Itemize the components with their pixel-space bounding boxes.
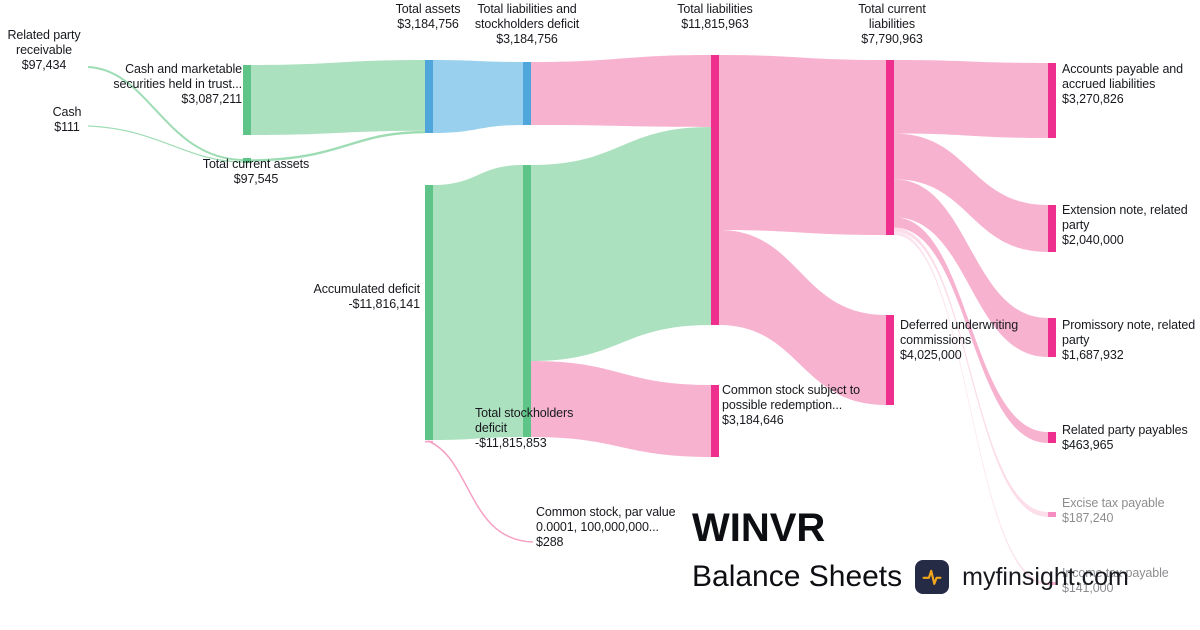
flow-tcl-to-extension-note	[894, 133, 1048, 252]
label-related-party-receivable: Related party receivable $97,434	[7, 28, 81, 72]
label-accumulated-deficit: Accumulated deficit -$11,816,141	[313, 282, 421, 311]
label-trust-securities: Cash and marketable securities held in t…	[113, 62, 242, 106]
flow-trust-to-total-assets	[251, 60, 425, 135]
brand-row: Balance Sheets myfinsight.com	[692, 556, 1129, 598]
flow-accumulated-deficit-to-stockholders-deficit	[433, 165, 523, 440]
label-total-current-liabilities: Total current liabilities $7,790,963	[858, 2, 926, 46]
flow-tcl-to-promissory-note	[894, 179, 1048, 357]
node-liabilities-and-stockholders-deficit	[523, 62, 531, 125]
brand-domain: myfinsight.com	[962, 562, 1129, 591]
node-common-stock-par-value	[425, 440, 433, 443]
node-deferred-underwriting	[886, 315, 894, 405]
label-deferred-underwriting: Deferred underwriting commissions $4,025…	[900, 318, 1019, 362]
flow-total-liabilities-to-deferred-underwriting	[719, 230, 886, 405]
label-cash: Cash $111	[52, 105, 82, 134]
myfinsight-logo	[915, 560, 950, 594]
flow-liabilities-and-deficit-to-total-liabilities	[531, 55, 711, 127]
ticker-title: WINVR	[692, 506, 826, 550]
label-promissory-note: Promissory note, related party $1,687,93…	[1062, 318, 1196, 362]
node-extension-note	[1048, 205, 1056, 252]
node-income-tax	[1048, 582, 1056, 585]
label-related-party-payables: Related party payables $463,965	[1062, 423, 1188, 452]
node-total-stockholders-deficit	[523, 165, 531, 437]
flow-cash-to-total-current-assets	[87, 125, 244, 163]
label-accounts-payable: Accounts payable and accrued liabilities…	[1062, 62, 1184, 106]
flow-tcl-to-related-party-payables	[894, 217, 1048, 443]
label-extension-note: Extension note, related party $2,040,000	[1062, 203, 1188, 247]
chart-subtitle: Balance Sheets	[692, 560, 903, 593]
label-income-tax: Income tax payable $141,000	[1062, 566, 1169, 595]
label-total-assets: Total assets $3,184,756	[395, 2, 461, 31]
label-total-current-assets: Total current assets $97,545	[202, 157, 310, 186]
node-excise-tax	[1048, 512, 1056, 517]
flow-common-stock-to-stockholders-deficit	[427, 440, 534, 543]
node-accounts-payable	[1048, 63, 1056, 138]
label-common-stock-par-value: Common stock, par value 0.0001, 100,000,…	[536, 505, 676, 549]
pulse-icon	[922, 569, 942, 585]
flow-total-liabilities-to-total-current-liabilities	[719, 55, 886, 235]
flow-total-current-assets-to-total-assets	[250, 130, 426, 162]
node-accumulated-deficit	[425, 185, 433, 440]
flow-stockholders-deficit-to-redemption	[531, 361, 711, 457]
flow-total-assets-to-liabilities-and-deficit	[433, 60, 523, 133]
node-trust-securities	[243, 65, 251, 135]
flow-related-party-receivable-to-total-current-assets	[87, 66, 244, 161]
label-total-liabilities: Total liabilities $11,815,963	[677, 2, 753, 31]
node-total-current-liabilities	[886, 60, 894, 235]
node-total-liabilities	[711, 55, 719, 325]
label-liabilities-and-stockholders-deficit: Total liabilities and stockholders defic…	[474, 2, 580, 46]
label-total-stockholders-deficit: Total stockholders deficit -$11,815,853	[475, 406, 574, 450]
flow-stockholders-deficit-to-total-liabilities	[531, 127, 711, 361]
node-promissory-note	[1048, 318, 1056, 357]
node-common-stock-redemption	[711, 385, 719, 457]
flow-tcl-to-accounts-payable	[894, 60, 1048, 138]
node-total-assets	[425, 60, 433, 133]
label-common-stock-redemption: Common stock subject to possible redempt…	[722, 383, 861, 427]
node-total-current-assets	[243, 158, 251, 163]
label-excise-tax: Excise tax payable $187,240	[1062, 496, 1165, 525]
node-related-party-payables	[1048, 432, 1056, 443]
